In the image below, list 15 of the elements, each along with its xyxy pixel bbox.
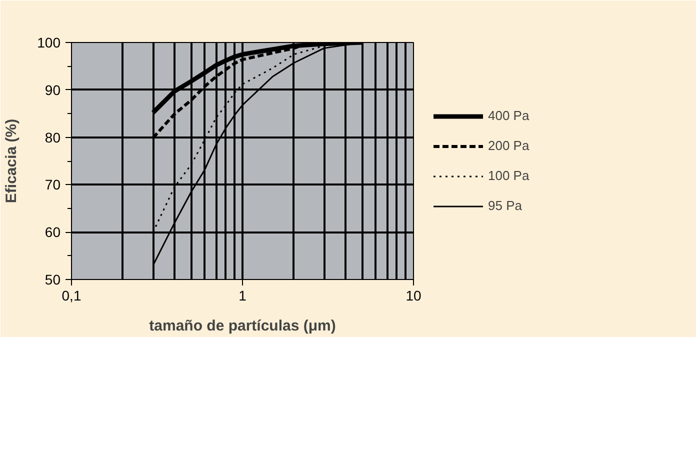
x-axis-title: tamaño de partículas (μm)	[149, 318, 336, 334]
y-tick-label: 60	[44, 224, 61, 240]
legend-label: 400 Pa	[488, 108, 530, 123]
y-tick-label: 70	[44, 176, 61, 193]
legend-label: 200 Pa	[488, 138, 530, 153]
x-tick-label: 10	[406, 288, 422, 304]
y-tick-label: 100	[37, 34, 61, 50]
legend-label: 95 Pa	[488, 198, 522, 213]
x-tick-label: 0,1	[62, 288, 82, 304]
legend-label: 100 Pa	[488, 168, 530, 183]
y-axis-title: Eficacia (%)	[3, 118, 20, 204]
y-tick-label: 80	[44, 129, 61, 146]
y-tick-label: 50	[44, 272, 61, 288]
y-tick-label: 90	[44, 82, 61, 98]
x-tick-label: 1	[238, 288, 247, 304]
